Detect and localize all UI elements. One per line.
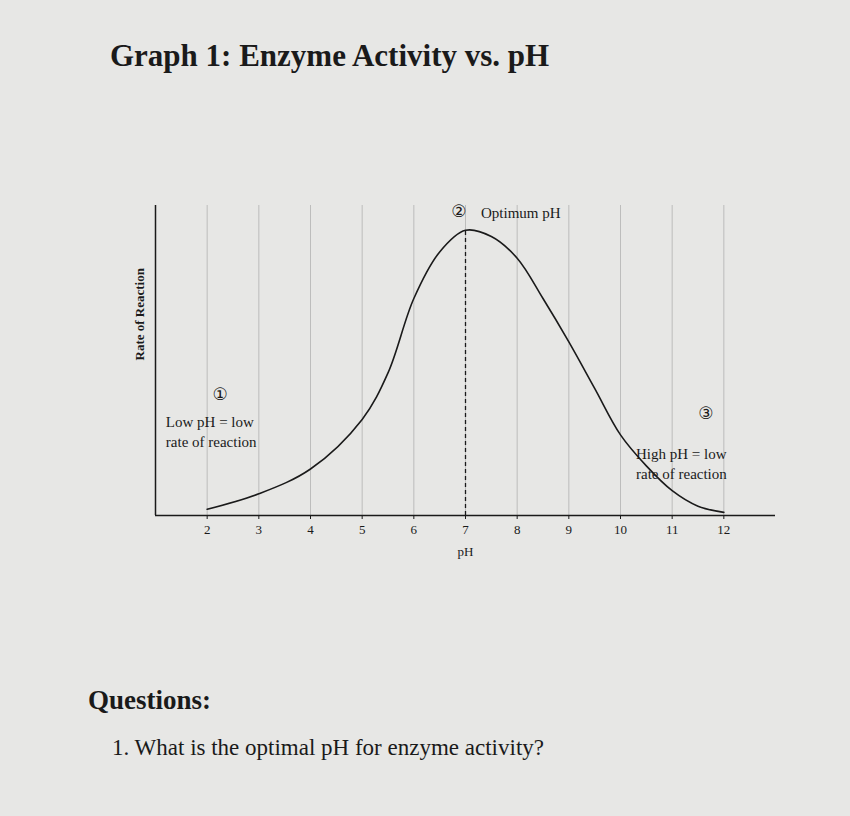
svg-text:9: 9 <box>566 522 573 537</box>
svg-text:10: 10 <box>614 522 627 537</box>
svg-text:12: 12 <box>717 522 730 537</box>
svg-text:pH: pH <box>458 544 474 559</box>
svg-text:11: 11 <box>666 522 679 537</box>
html-text:1. What is the optimal pH for: 1. What is the optimal pH for enzyme act… <box>112 735 544 760</box>
svg-text:3: 3 <box>256 522 263 537</box>
svg-text:2: 2 <box>204 522 211 537</box>
svg-text:③: ③ <box>698 403 713 423</box>
svg-text:7: 7 <box>462 522 469 537</box>
svg-text:②: ② <box>451 201 466 221</box>
html-text:Questions:: Questions: <box>88 685 211 715</box>
svg-text:Rate of Reaction: Rate of Reaction <box>132 267 147 360</box>
svg-text:High pH = lowrate of reaction: High pH = lowrate of reaction <box>636 446 727 482</box>
svg-text:5: 5 <box>359 522 366 537</box>
svg-text:①: ① <box>212 384 227 404</box>
html-text:Graph 1: Enzyme Activity vs. p: Graph 1: Enzyme Activity vs. pH <box>110 38 550 73</box>
svg-text:Low pH = lowrate of reaction: Low pH = lowrate of reaction <box>166 414 257 450</box>
svg-text:4: 4 <box>307 522 314 537</box>
svg-text:8: 8 <box>514 522 521 537</box>
svg-text:Optimum pH: Optimum pH <box>481 205 561 221</box>
svg-text:6: 6 <box>411 522 418 537</box>
